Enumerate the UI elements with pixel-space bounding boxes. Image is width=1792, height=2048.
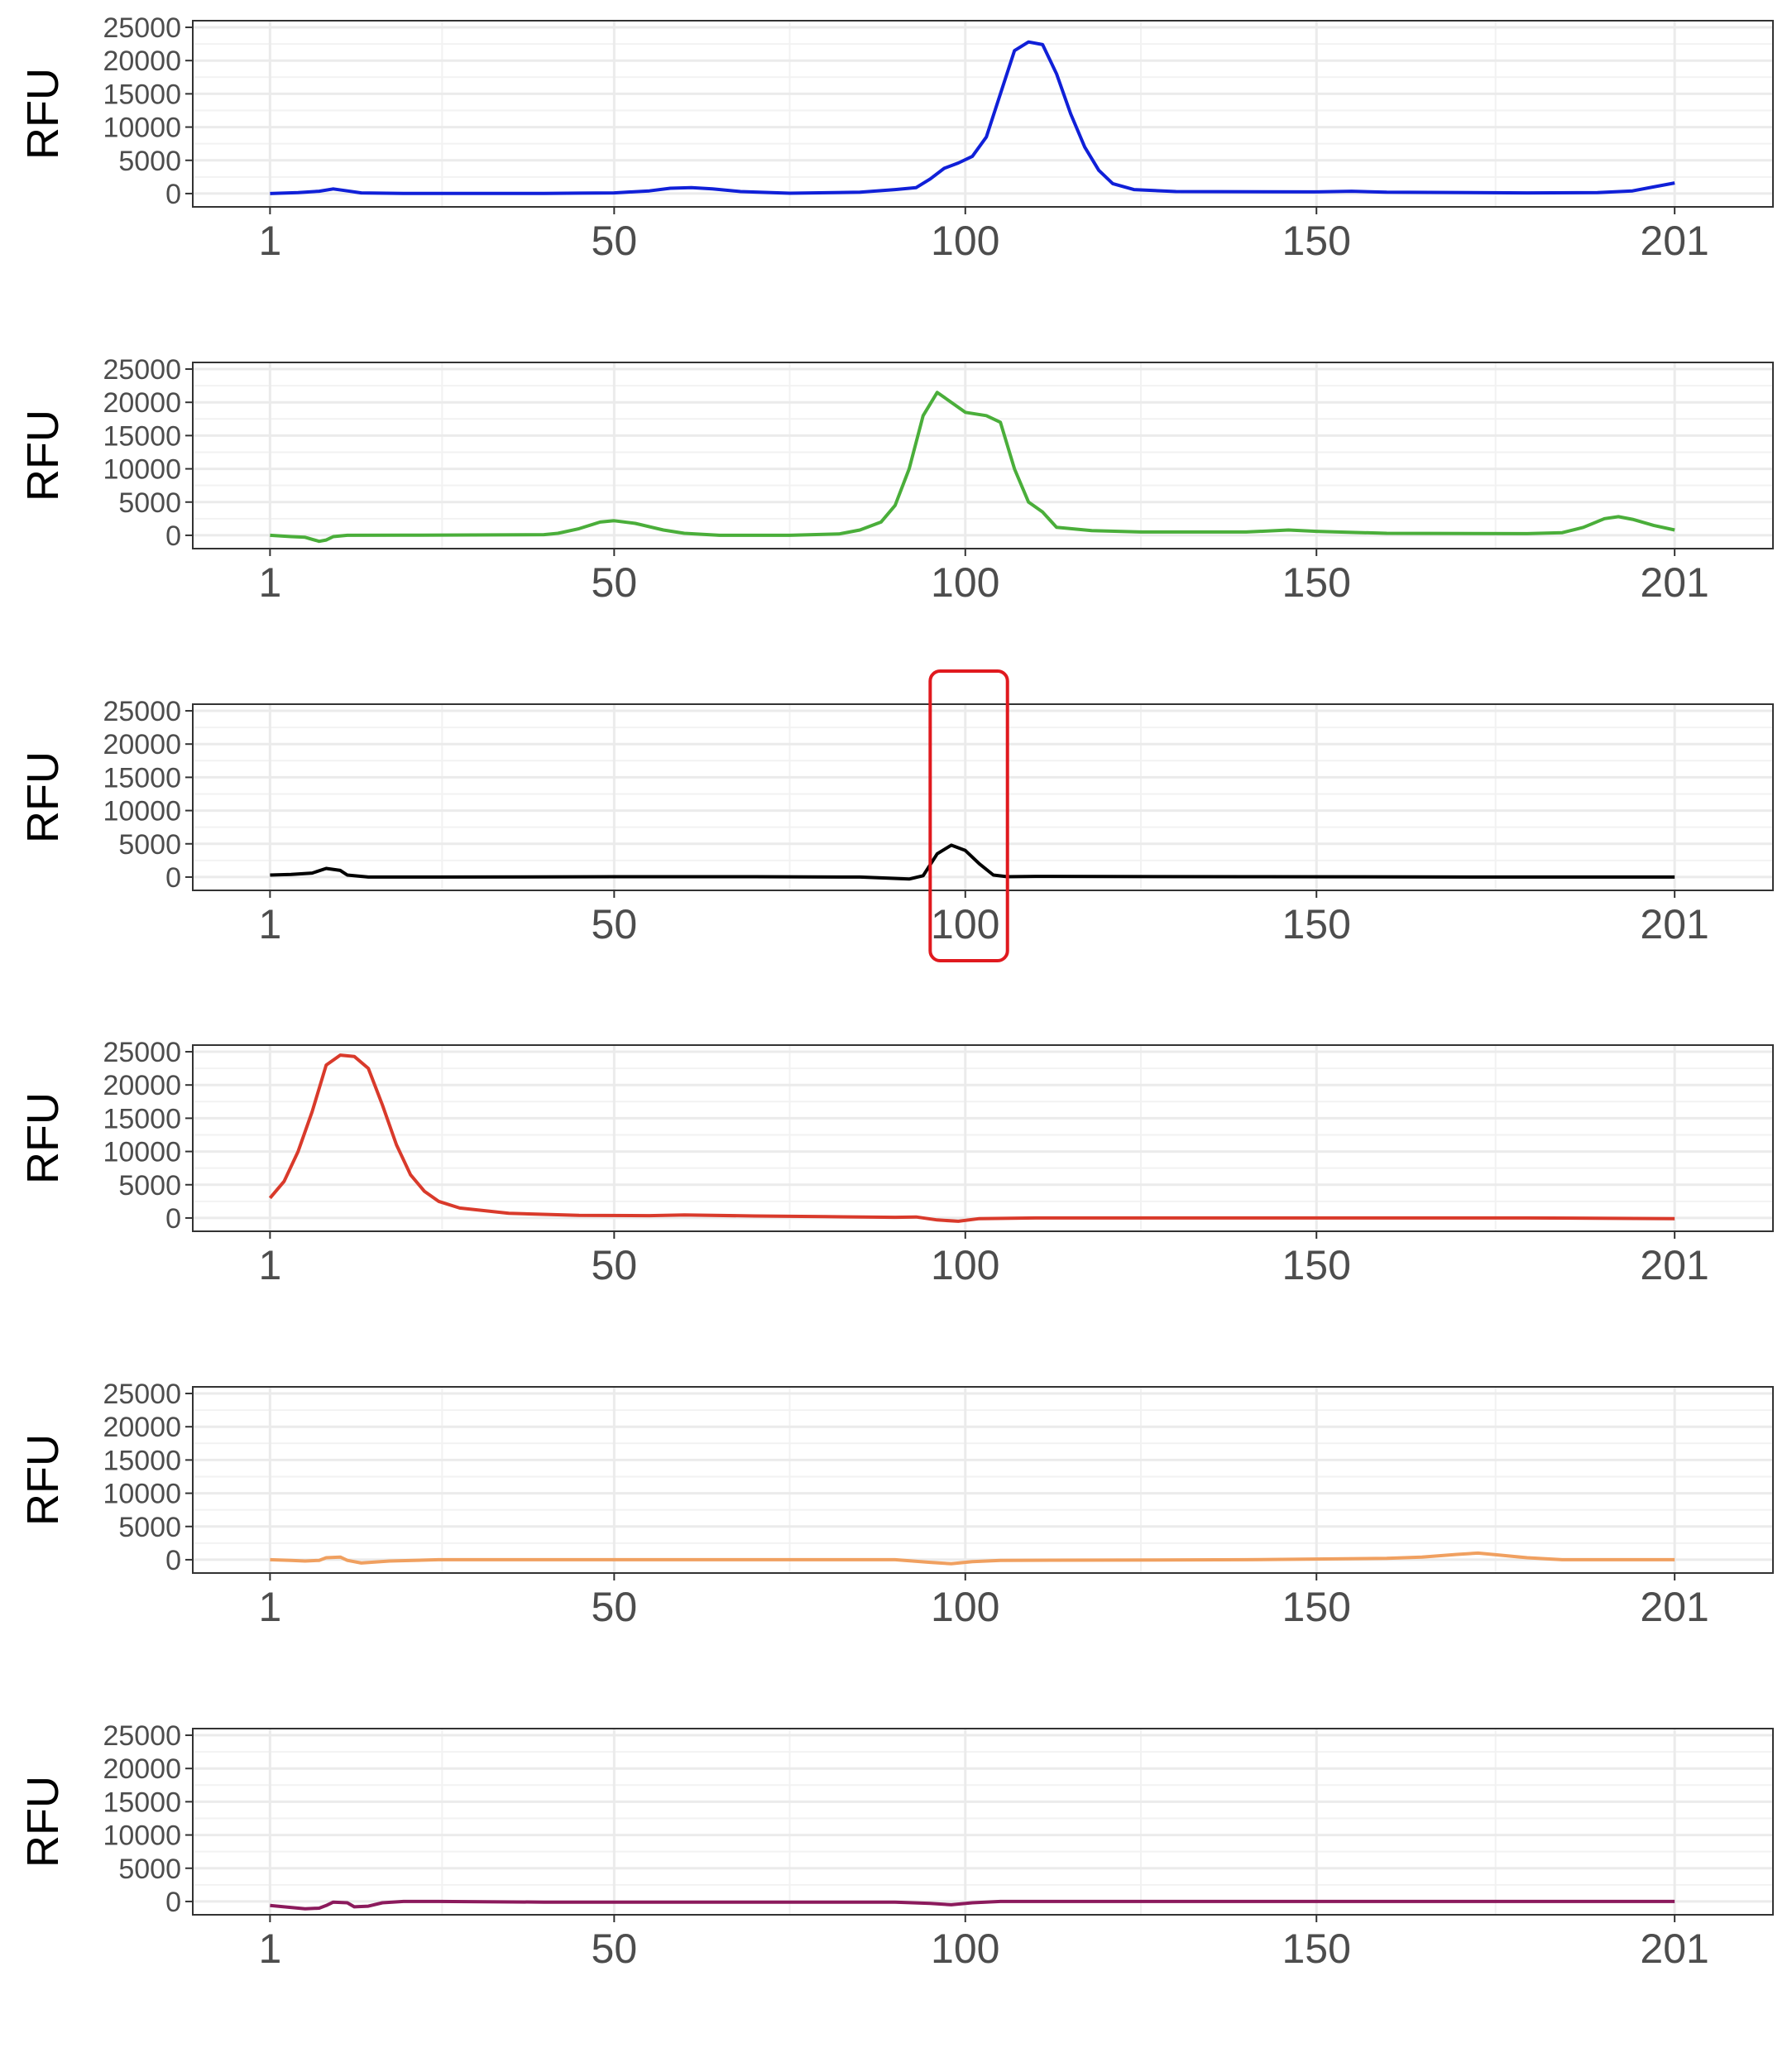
- y-tick-label: 5000: [118, 146, 181, 177]
- y-tick-label: 10000: [103, 113, 181, 144]
- y-tick-label: 15000: [103, 1787, 181, 1818]
- series-line: [270, 1899, 1675, 1911]
- y-tick-label: 15000: [103, 1445, 181, 1476]
- y-axis-title: RFU: [18, 68, 68, 160]
- x-tick-label: 50: [592, 218, 638, 264]
- plot-border: [192, 1728, 1774, 1916]
- x-tick-label: 1: [258, 901, 281, 947]
- x-tick-label: 100: [931, 559, 999, 606]
- y-tick-label: 10000: [103, 1820, 181, 1852]
- x-tick-label: 201: [1640, 901, 1708, 947]
- x-tick-label: 100: [931, 1926, 999, 1972]
- y-tick-label: 20000: [103, 1753, 181, 1785]
- y-tick-label: 10000: [103, 454, 181, 486]
- y-tick-label: 0: [165, 1887, 181, 1918]
- plot-background: [193, 1045, 1773, 1231]
- x-tick-label: 50: [592, 1926, 638, 1972]
- y-axis-title: RFU: [18, 1434, 68, 1526]
- y-tick-label: 25000: [103, 12, 181, 44]
- x-tick-label: 201: [1640, 559, 1708, 606]
- y-tick-label: 0: [165, 862, 181, 894]
- x-tick-label: 100: [931, 901, 999, 947]
- y-tick-label: 5000: [118, 1854, 181, 1885]
- y-tick-label: 20000: [103, 46, 181, 77]
- x-tick-label: 100: [931, 218, 999, 264]
- y-axis-title: RFU: [18, 1776, 68, 1868]
- series-line: [270, 1551, 1675, 1566]
- y-tick-label: 5000: [118, 1512, 181, 1543]
- x-tick-label: 50: [592, 559, 638, 606]
- plot-background: [193, 704, 1773, 890]
- x-tick-label: 150: [1282, 1584, 1351, 1630]
- y-tick-label: 15000: [103, 1103, 181, 1134]
- plot-border: [192, 1044, 1774, 1232]
- x-tick-label: 50: [592, 1584, 638, 1630]
- y-tick-label: 20000: [103, 1070, 181, 1101]
- x-tick-label: 1: [258, 1584, 281, 1630]
- x-tick-label: 1: [258, 1242, 281, 1288]
- series-line: [270, 40, 1675, 195]
- plot-background: [193, 21, 1773, 207]
- plot-background: [193, 1729, 1773, 1915]
- x-tick-label: 201: [1640, 218, 1708, 264]
- y-tick-label: 5000: [118, 829, 181, 861]
- y-tick-label: 15000: [103, 79, 181, 110]
- y-tick-label: 25000: [103, 1037, 181, 1068]
- highlight-box: [928, 669, 1009, 962]
- x-tick-label: 100: [931, 1242, 999, 1288]
- x-tick-label: 100: [931, 1584, 999, 1630]
- y-tick-label: 0: [165, 520, 181, 552]
- y-tick-label: 10000: [103, 796, 181, 827]
- y-tick-label: 25000: [103, 696, 181, 727]
- y-axis-title: RFU: [18, 410, 68, 501]
- y-tick-label: 20000: [103, 387, 181, 419]
- y-tick-label: 5000: [118, 1170, 181, 1201]
- y-tick-label: 10000: [103, 1137, 181, 1168]
- x-tick-label: 201: [1640, 1926, 1708, 1972]
- x-tick-label: 1: [258, 559, 281, 606]
- plot-border: [192, 20, 1774, 208]
- y-tick-label: 20000: [103, 729, 181, 760]
- x-tick-label: 150: [1282, 901, 1351, 947]
- x-tick-label: 201: [1640, 1584, 1708, 1630]
- plot-background: [193, 1387, 1773, 1573]
- y-tick-label: 10000: [103, 1479, 181, 1510]
- series-line: [270, 391, 1675, 544]
- y-tick-label: 0: [165, 179, 181, 210]
- plot-border: [192, 703, 1774, 891]
- y-tick-label: 15000: [103, 420, 181, 452]
- series-line: [270, 843, 1675, 881]
- x-tick-label: 1: [258, 1926, 281, 1972]
- y-tick-label: 15000: [103, 762, 181, 794]
- plot-border: [192, 1386, 1774, 1574]
- y-tick-label: 0: [165, 1203, 181, 1235]
- x-tick-label: 150: [1282, 1242, 1351, 1288]
- y-tick-label: 5000: [118, 487, 181, 519]
- y-tick-label: 0: [165, 1545, 181, 1576]
- series-line: [268, 1053, 1675, 1223]
- plot-background: [193, 362, 1773, 549]
- x-tick-label: 201: [1640, 1242, 1708, 1288]
- x-tick-label: 50: [592, 1242, 638, 1288]
- y-axis-title: RFU: [18, 751, 68, 843]
- x-tick-label: 150: [1282, 559, 1351, 606]
- plot-border: [192, 362, 1774, 549]
- y-tick-label: 25000: [103, 354, 181, 386]
- x-tick-label: 1: [258, 218, 281, 264]
- y-tick-label: 25000: [103, 1720, 181, 1752]
- y-tick-label: 20000: [103, 1412, 181, 1443]
- y-tick-label: 25000: [103, 1379, 181, 1410]
- x-tick-label: 50: [592, 901, 638, 947]
- x-tick-label: 150: [1282, 1926, 1351, 1972]
- y-axis-title: RFU: [18, 1092, 68, 1184]
- x-tick-label: 150: [1282, 218, 1351, 264]
